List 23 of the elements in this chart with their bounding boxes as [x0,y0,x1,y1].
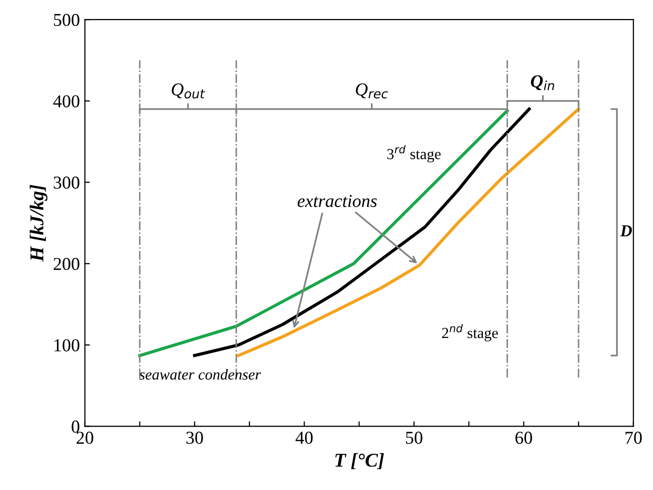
annotation: seawater condenser [139,368,262,380]
annotation: D [620,225,632,236]
annotation: Q$_{rec}$ [356,83,388,98]
y-tick-label: 500 [54,14,80,26]
y-tick-label: 200 [54,258,80,270]
x-tick-label: 40 [296,432,313,444]
y-tick-label: 300 [54,176,80,189]
x-tick-label: 60 [515,432,532,444]
annotation: extractions [298,194,377,208]
x-tick-label: 30 [186,432,203,444]
annotation: Q$_{out}$ [172,83,206,98]
line-series [138,109,509,358]
annotation: 3$^{rd}$ stage [387,145,441,162]
annotation: 2$^{nd}$ stage [442,324,498,342]
x-tick-label: 20 [76,432,94,444]
annotation: Q$_{in}$ [530,75,554,90]
x-tick-label: 50 [406,432,422,444]
y-tick-label: 400 [53,95,80,108]
y-tick-label: 100 [54,339,80,352]
x-axis-title: T [°C] [335,453,384,470]
y-axis-title: H [kJ/kg] [30,184,48,262]
x-tick-label: 70 [626,432,642,444]
y-tick-label: 0 [72,420,80,433]
